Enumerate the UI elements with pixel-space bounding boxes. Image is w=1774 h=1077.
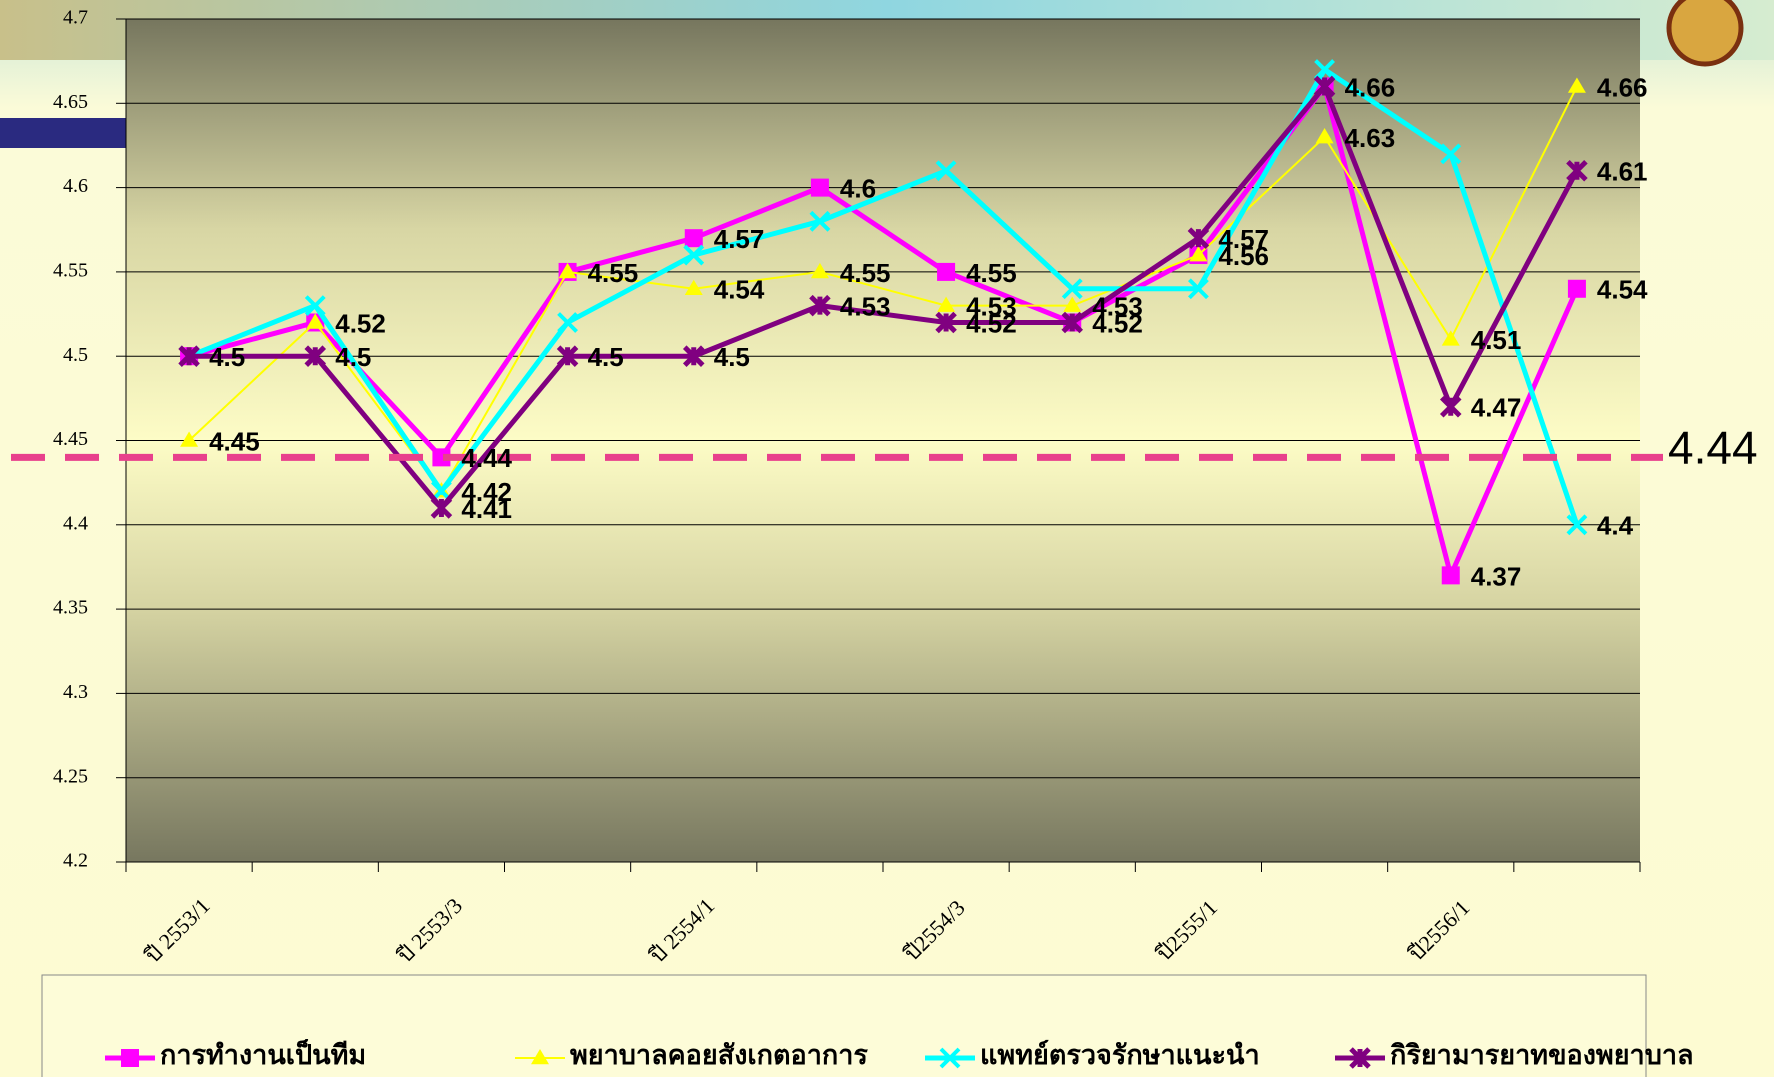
data-label: 4.57 xyxy=(1218,224,1269,254)
data-label: 4.61 xyxy=(1597,157,1648,187)
legend-label: การทำงานเป็นทีม xyxy=(160,1037,366,1070)
legend-label: กิริยามารยาทของพยาบาล xyxy=(1390,1040,1694,1070)
y-tick-label: 4.7 xyxy=(63,7,88,29)
data-label: 4.5 xyxy=(335,342,371,372)
data-label: 4.45 xyxy=(209,426,260,456)
data-label: 4.44 xyxy=(461,443,512,473)
data-label: 4.47 xyxy=(1471,393,1522,423)
data-label: 4.37 xyxy=(1471,561,1522,591)
y-tick-label: 4.45 xyxy=(53,428,88,450)
data-label: 4.55 xyxy=(588,258,639,288)
y-tick-label: 4.2 xyxy=(63,850,88,872)
marker xyxy=(937,263,955,281)
data-label: 4.55 xyxy=(966,258,1017,288)
reference-label: 4.44 xyxy=(1668,422,1758,474)
data-label: 4.66 xyxy=(1597,72,1648,102)
data-label: 4.52 xyxy=(335,308,386,338)
marker xyxy=(685,229,703,247)
data-label: 4.54 xyxy=(714,275,765,305)
y-tick-label: 4.25 xyxy=(53,765,88,787)
y-tick-label: 4.5 xyxy=(63,344,88,366)
marker xyxy=(811,179,829,197)
marker xyxy=(1568,280,1586,298)
data-label: 4.52 xyxy=(1092,308,1143,338)
data-label: 4.5 xyxy=(588,342,624,372)
y-tick-label: 4.4 xyxy=(63,512,88,534)
data-label: 4.63 xyxy=(1345,123,1396,153)
data-label: 4.52 xyxy=(966,308,1017,338)
data-label: 4.57 xyxy=(714,224,765,254)
y-tick-label: 4.65 xyxy=(53,91,88,113)
data-label: 4.5 xyxy=(714,342,750,372)
data-label: 4.41 xyxy=(461,494,512,524)
data-label: 4.6 xyxy=(840,173,876,203)
data-label: 4.66 xyxy=(1345,72,1396,102)
data-label: 4.54 xyxy=(1597,275,1648,305)
data-label: 4.51 xyxy=(1471,325,1522,355)
logo xyxy=(1669,0,1741,64)
data-label: 4.55 xyxy=(840,258,891,288)
marker xyxy=(121,1049,139,1067)
y-tick-label: 4.55 xyxy=(53,259,88,281)
data-label: 4.53 xyxy=(840,291,891,321)
legend-label: แพทย์ตรวจรักษาแนะนำ xyxy=(980,1039,1260,1070)
legend-label: พยาบาลคอยสังเกตอาการ xyxy=(570,1040,868,1070)
chart: 4.24.254.34.354.44.454.54.554.64.654.7ปี… xyxy=(0,0,1774,1077)
data-label: 4.4 xyxy=(1597,511,1634,541)
marker xyxy=(1442,566,1460,584)
y-tick-label: 4.3 xyxy=(63,681,88,703)
data-label: 4.5 xyxy=(209,342,245,372)
y-tick-label: 4.35 xyxy=(53,597,88,619)
y-tick-label: 4.6 xyxy=(63,175,88,197)
